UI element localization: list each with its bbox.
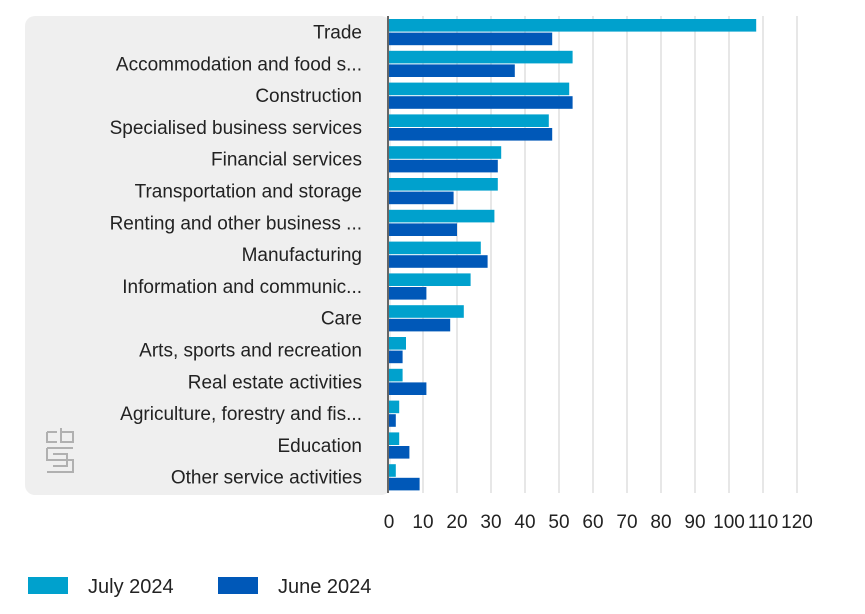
cbs-logo [46, 428, 74, 473]
bar-june-5 [389, 191, 454, 205]
category-label: Manufacturing [242, 245, 362, 266]
x-tick-label: 90 [684, 512, 705, 533]
bar-july-1 [389, 50, 573, 64]
label-panel-background [25, 16, 391, 495]
bar-july-3 [389, 114, 549, 127]
x-tick-label: 110 [748, 512, 778, 533]
gridlines [422, 16, 798, 493]
bar-june-3 [389, 128, 553, 141]
category-label: Construction [255, 86, 362, 107]
bar-july-2 [389, 82, 570, 96]
category-label: Arts, sports and recreation [139, 341, 362, 362]
bar-june-1 [389, 64, 515, 77]
x-tick-label: 20 [446, 512, 467, 533]
category-label: Real estate activities [188, 372, 362, 393]
bar-june-10 [389, 350, 403, 364]
bar-july-0 [389, 19, 757, 32]
category-labels: Trade Accommodation and food s... Construc… [110, 23, 362, 489]
category-label: Accommodation and food s... [116, 54, 362, 75]
bar-june-14 [389, 477, 420, 491]
legend-swatch [28, 577, 68, 594]
x-tick-label: 80 [650, 512, 671, 533]
x-tick-label: 0 [384, 512, 395, 533]
x-tick-label: 60 [582, 512, 603, 533]
bar-july-12 [389, 400, 400, 414]
bar-july-10 [389, 337, 406, 350]
category-label: Financial services [211, 150, 362, 171]
bar-july-9 [389, 305, 464, 318]
x-tick-label: 50 [548, 512, 569, 533]
bar-june-11 [389, 382, 427, 395]
bar-june-6 [389, 223, 457, 236]
bar-june-9 [389, 318, 451, 332]
category-label: Transportation and storage [135, 182, 362, 203]
category-label: Information and communic... [122, 277, 362, 298]
x-tick-label: 30 [480, 512, 501, 533]
bar-june-2 [389, 96, 573, 109]
category-label: Other service activities [171, 468, 362, 489]
bar-july-14 [389, 464, 396, 477]
x-tick-label: 70 [616, 512, 637, 533]
category-label: Renting and other business ... [110, 213, 362, 234]
legend-label: June 2024 [278, 576, 371, 598]
legend: July 2024 June 2024 [28, 576, 371, 598]
bar-june-8 [389, 287, 427, 300]
bar-june-0 [389, 32, 553, 46]
category-label: Care [321, 309, 362, 330]
bar-june-7 [389, 255, 488, 268]
x-tick-label: 100 [713, 512, 745, 533]
category-label: Trade [313, 23, 362, 44]
category-label: Education [277, 436, 362, 457]
x-tick-label: 120 [781, 512, 813, 533]
bars [389, 19, 757, 491]
category-label: Agriculture, forestry and fis... [120, 404, 362, 425]
x-axis-tick-labels: 0 10 20 30 40 50 60 70 80 90 100 110 120 [384, 512, 813, 533]
bar-june-4 [389, 159, 498, 173]
bar-july-4 [389, 146, 502, 159]
bar-july-5 [389, 178, 498, 191]
bar-june-13 [389, 446, 410, 459]
bar-july-8 [389, 273, 471, 286]
bar-july-6 [389, 209, 495, 223]
x-tick-label: 40 [514, 512, 535, 533]
bar-july-13 [389, 432, 400, 445]
legend-label: July 2024 [88, 576, 174, 598]
x-tick-label: 10 [412, 512, 433, 533]
bar-july-7 [389, 241, 481, 255]
legend-swatch [218, 577, 258, 594]
bar-june-12 [389, 414, 396, 427]
bar-july-11 [389, 368, 403, 382]
category-label: Specialised business services [110, 118, 362, 139]
